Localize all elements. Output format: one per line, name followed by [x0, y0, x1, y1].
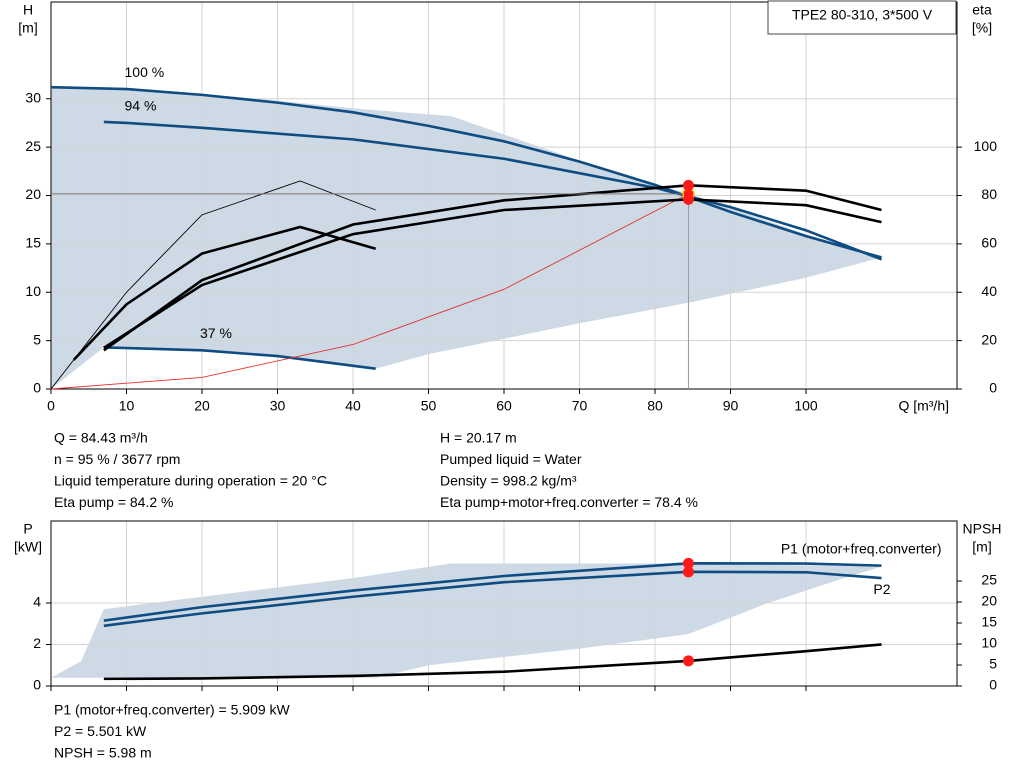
curve — [103, 184, 882, 352]
info-text: Q = 84.43 m³/h — [54, 430, 148, 446]
info-text: Density = 998.2 kg/m³ — [440, 473, 577, 489]
y-axis-label: P — [23, 521, 32, 537]
curve — [103, 346, 376, 370]
y2-axis-unit: [%] — [972, 20, 992, 36]
y2-tick-label: 20 — [981, 331, 997, 347]
y2-tick-label: 60 — [981, 235, 997, 251]
y2-tick-label: 15 — [981, 614, 997, 630]
x-tick-label: 0 — [47, 398, 55, 414]
info-text: Eta pump+motor+freq.converter = 78.4 % — [440, 494, 698, 510]
y-tick-label: 10 — [25, 283, 41, 299]
duty-point — [682, 179, 694, 191]
operating-range — [51, 563, 882, 678]
curve — [103, 198, 882, 349]
y-axis-label: H — [23, 2, 33, 18]
curve — [103, 120, 882, 261]
operating-range — [51, 87, 882, 389]
y-tick-label: 25 — [25, 138, 41, 154]
curve-label: P1 (motor+freq.converter) — [781, 540, 942, 556]
y-tick-label: 0 — [33, 677, 41, 693]
y2-tick-label: 40 — [981, 283, 997, 299]
y-tick-label: 20 — [25, 186, 41, 202]
info-text: P2 = 5.501 kW — [54, 723, 147, 739]
y2-tick-label: 5 — [989, 656, 997, 672]
y2-tick-label: 10 — [981, 635, 997, 651]
curve — [103, 570, 882, 628]
chart-title: TPE2 80-310, 3*500 V — [792, 7, 933, 23]
y2-tick-label: 80 — [981, 186, 997, 202]
curve — [103, 562, 882, 622]
y2-tick-label: 25 — [981, 572, 997, 588]
title-box — [767, 0, 957, 35]
info-text: H = 20.17 m — [440, 430, 517, 446]
y-tick-label: 0 — [33, 380, 41, 396]
x-axis-label: Q [m³/h] — [898, 398, 949, 414]
x-tick-label: 80 — [647, 398, 663, 414]
plot-layer: 0 10 20 30 40 50 60 70 80 90 100051015202530020406… — [14, 1, 1002, 761]
info-text: n = 95 % / 3677 rpm — [54, 451, 180, 467]
x-tick-label: 90 — [723, 398, 739, 414]
curve — [50, 193, 689, 390]
x-tick-label: 10 — [119, 398, 135, 414]
x-tick-label: 70 — [572, 398, 588, 414]
duty-point — [682, 557, 694, 569]
duty-point — [682, 655, 694, 667]
curve-label: 94 % — [125, 98, 157, 114]
curve-label: P2 — [873, 581, 890, 597]
curve-label: 37 % — [200, 325, 232, 341]
x-tick-label: 20 — [194, 398, 210, 414]
chart-panel: 0 10 20 30 40 50 60 70 80 90 100 0 5 10 15 20 25 30 0 20 40 6… — [18, 1, 998, 510]
plot-frame — [50, 1, 958, 390]
y-tick-label: 30 — [25, 89, 41, 105]
duty-point — [682, 193, 694, 205]
duty-point — [682, 566, 694, 578]
curve-label: 100 % — [125, 64, 165, 80]
y2-tick-label: 0 — [989, 677, 997, 693]
curve — [103, 643, 882, 681]
chart-panel: 0 2 4 0 5 10 15 20 25 P [kW] NPSH [m] P1 (motor+freq.… — [14, 520, 1002, 761]
y-axis-unit: [kW] — [14, 539, 42, 555]
y2-tick-label: 100 — [974, 138, 998, 154]
curve — [72, 225, 377, 361]
x-tick-label: 60 — [496, 398, 512, 414]
y2-axis-unit: [m] — [972, 539, 991, 555]
info-text: Pumped liquid = Water — [440, 451, 582, 467]
y-axis-unit: [m] — [18, 20, 37, 36]
y-tick-label: 5 — [33, 331, 41, 347]
y-tick-label: 15 — [25, 235, 41, 251]
plot-frame — [50, 520, 958, 687]
info-text: Eta pump = 84.2 % — [54, 494, 173, 510]
x-tick-label: 100 — [794, 398, 818, 414]
y2-axis-label: NPSH — [963, 521, 1002, 537]
x-tick-label: 50 — [421, 398, 437, 414]
curve — [50, 180, 376, 390]
x-tick-label: 30 — [270, 398, 286, 414]
y-tick-label: 2 — [33, 635, 41, 651]
x-tick-label: 40 — [345, 398, 361, 414]
y2-tick-label: 0 — [989, 380, 997, 396]
info-text: NPSH = 5.98 m — [54, 745, 152, 761]
y2-tick-label: 20 — [981, 593, 997, 609]
y2-axis-label: eta — [972, 2, 992, 18]
curve — [50, 85, 882, 259]
y-tick-label: 4 — [33, 594, 41, 610]
info-text: Liquid temperature during operation = 20… — [54, 473, 327, 489]
info-text: P1 (motor+freq.converter) = 5.909 kW — [54, 702, 291, 718]
